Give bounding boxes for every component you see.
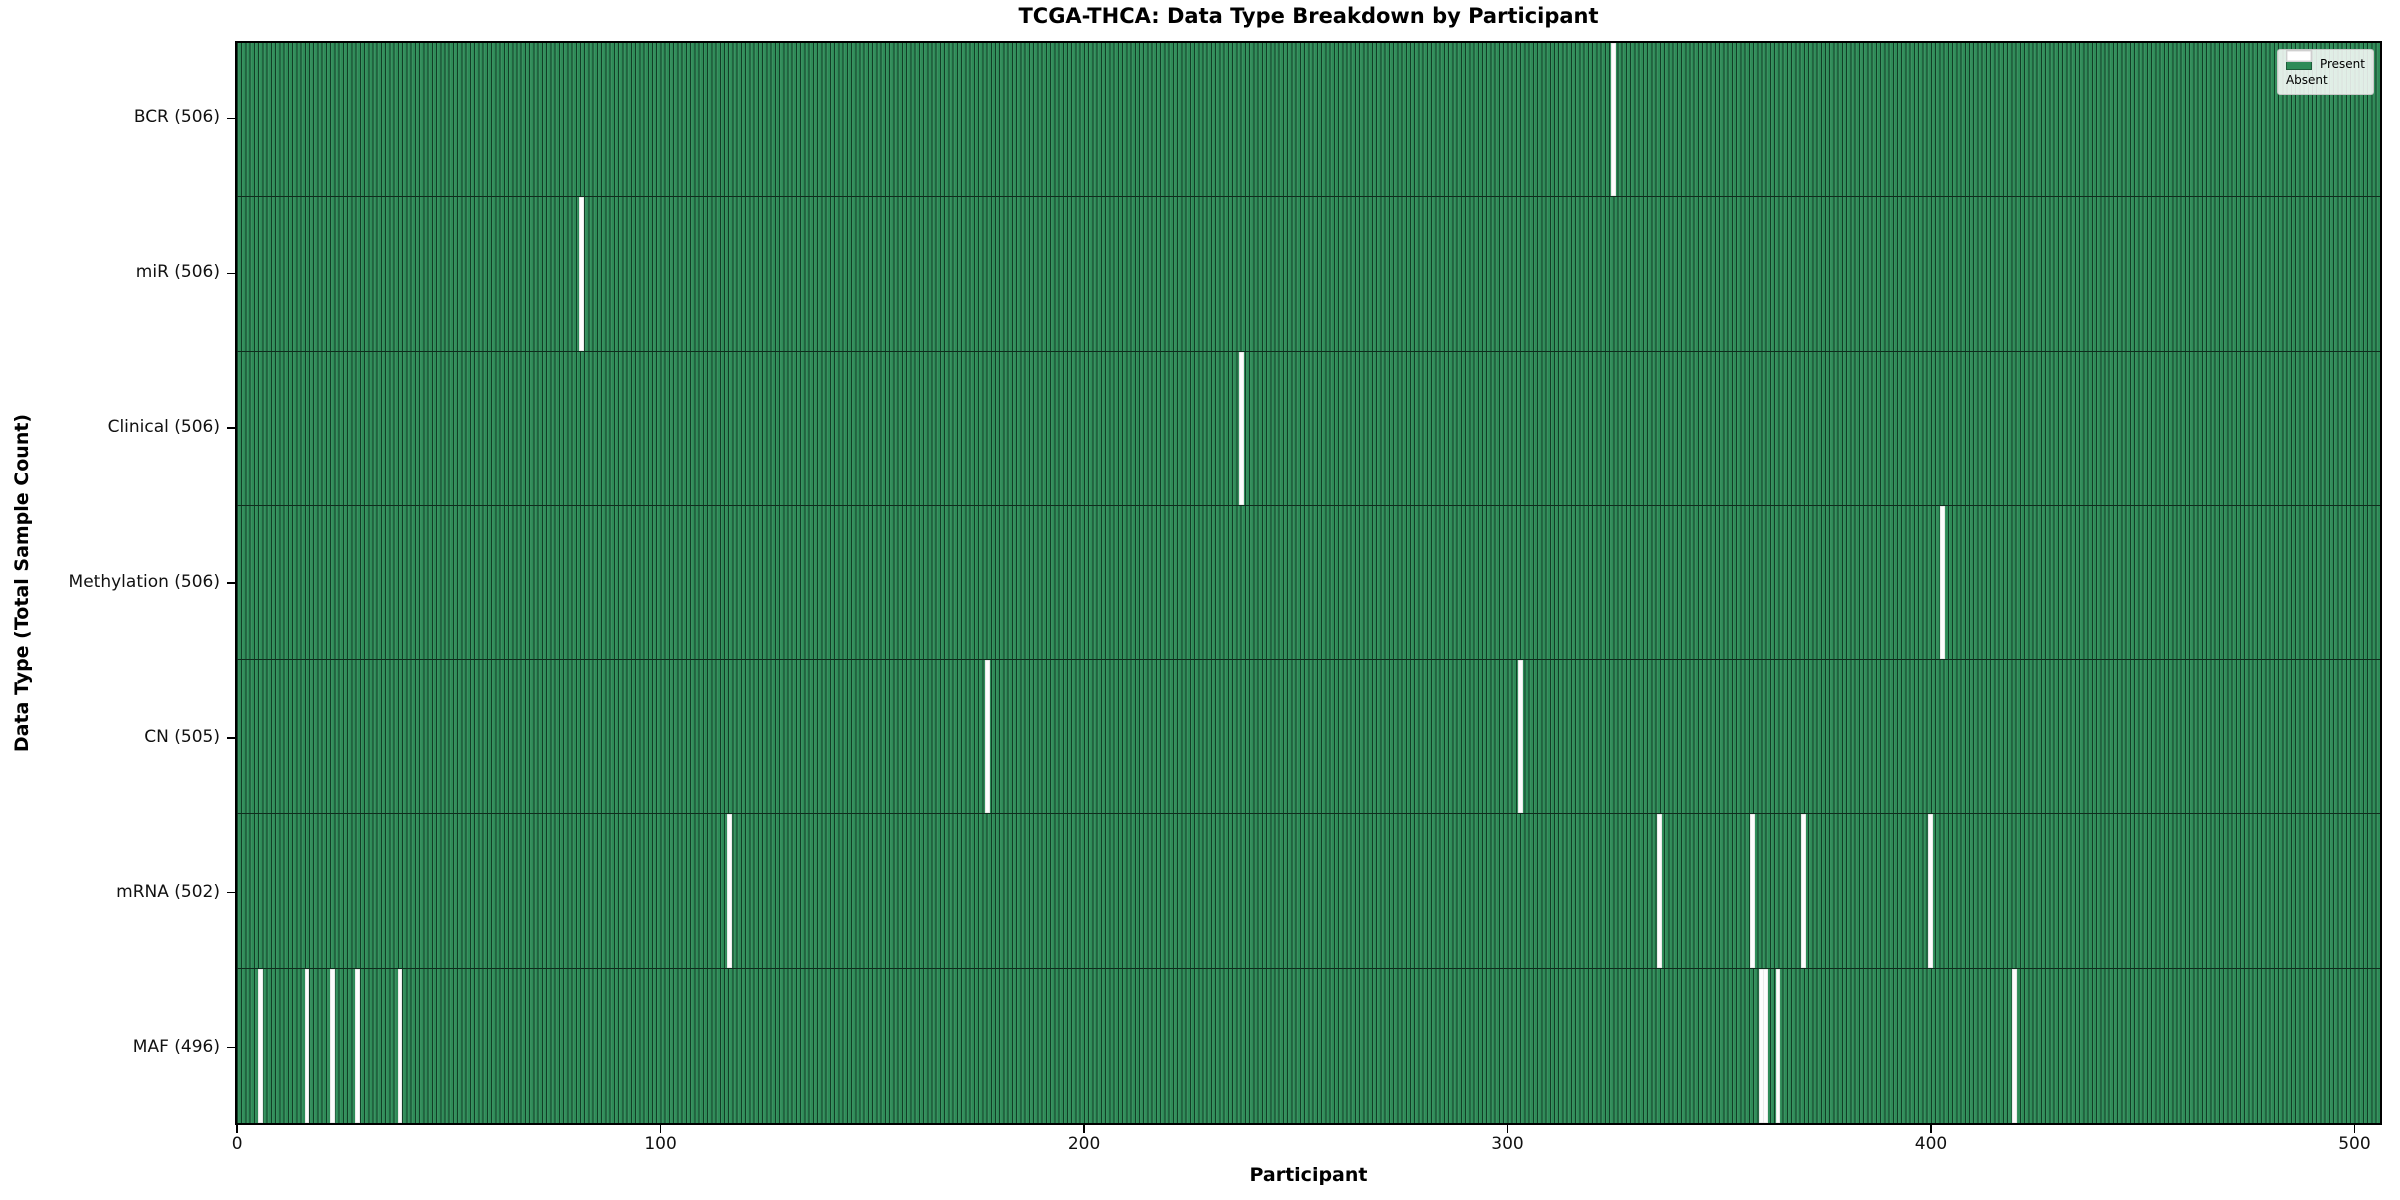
absent-stripe-maf-5 [258,968,263,1123]
absent-stripe-mrna-116 [727,814,733,968]
row-methylation [237,505,2380,661]
legend-entry-absent: Absent [2285,50,2365,87]
absent-stripe-maf-360 [1758,968,1764,1123]
absent-stripe-cn-177 [985,660,990,814]
x-tick-label-100: 100 [644,1134,677,1154]
y-tick-mark-clinical [227,427,235,429]
plot-area: Present Absent [235,41,2382,1125]
absent-stripe-mrna-370 [1800,814,1806,968]
absent-stripe-maf-420 [2012,968,2018,1123]
y-tick-mark-bcr [227,117,235,120]
y-tick-mark-methylation [227,582,235,584]
x-tick-mark-100 [659,1125,662,1133]
y-tick-label-mrna: mRNA (502) [116,881,220,902]
absent-stripe-maf-361 [1762,968,1768,1123]
y-tick-mark-cn [227,737,235,739]
y-tick-label-clinical: Clinical (506) [107,417,220,438]
x-tick-label-400: 400 [1914,1134,1948,1154]
absent-stripe-clinical-237 [1238,351,1244,505]
x-tick-label-300: 300 [1491,1134,1524,1154]
absent-stripe-mrna-358 [1750,814,1756,968]
y-tick-mark-maf [227,1046,235,1049]
y-tick-label-mir: miR (506) [135,262,220,283]
row-clinical [237,351,2380,506]
absent-stripe-bcr-325 [1610,43,1616,197]
x-axis-title: Participant [1249,1164,1368,1186]
x-tick-label-200: 200 [1067,1134,1101,1154]
absent-stripe-maf-364 [1775,968,1781,1123]
y-tick-mark-mrna [227,891,235,894]
absent-stripe-cn-303 [1517,660,1523,814]
x-tick-mark-200 [1083,1125,1085,1133]
row-mir [237,197,2380,352]
x-tick-mark-400 [1930,1125,1932,1133]
absent-stripe-maf-16 [304,968,310,1123]
legend-present-label: Present [2319,57,2365,71]
legend-absent-label: Absent [2285,73,2328,87]
y-tick-label-methylation: Methylation (506) [68,572,220,592]
absent-stripe-mrna-400 [1927,814,1933,968]
absent-swatch-icon [2285,50,2312,62]
absent-stripe-methylation-403 [1940,505,1946,660]
row-bcr [237,43,2380,198]
row-maf [237,968,2380,1123]
y-tick-label-bcr: BCR (506) [133,107,220,128]
y-tick-label-cn: CN (505) [144,726,220,747]
x-tick-label-0: 0 [231,1134,243,1154]
x-tick-label-500: 500 [2338,1134,2371,1154]
y-tick-mark-mir [227,272,235,275]
x-tick-mark-300 [1506,1125,1509,1133]
absent-stripe-maf-22 [329,968,335,1123]
absent-stripe-maf-38 [397,968,403,1123]
absent-stripe-mir-81 [579,197,585,351]
x-tick-mark-500 [2353,1125,2356,1133]
absent-stripe-maf-28 [355,968,361,1123]
legend: Present Absent [2276,49,2374,95]
chart-title: TCGA-THCA: Data Type Breakdown by Partic… [1018,4,1599,28]
absent-stripe-mrna-336 [1657,814,1663,968]
x-tick-mark-0 [236,1125,238,1133]
row-mrna [237,814,2380,969]
row-cn [237,660,2380,815]
y-tick-label-maf: MAF (496) [132,1036,220,1057]
